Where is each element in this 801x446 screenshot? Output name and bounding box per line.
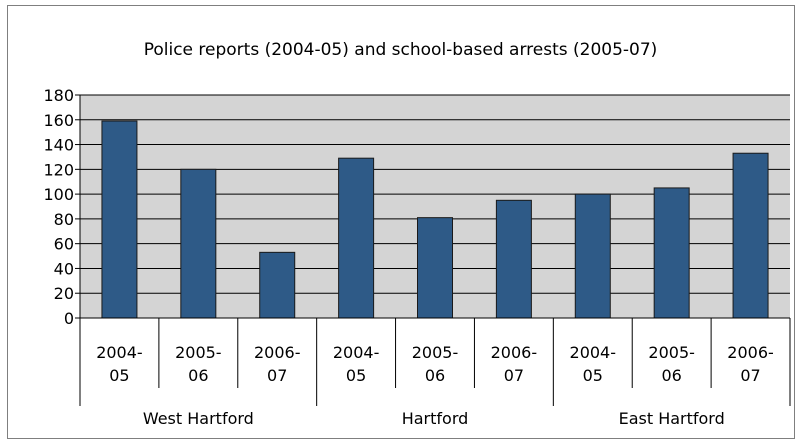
x-group-label: East Hartford — [619, 409, 725, 428]
y-tick-label: 0 — [64, 309, 74, 328]
x-category-label: 2005- — [175, 343, 222, 362]
x-category-label: 07 — [740, 366, 760, 385]
x-category-label: 07 — [504, 366, 524, 385]
x-category-label: 2006- — [491, 343, 538, 362]
x-category-label: 05 — [583, 366, 603, 385]
y-tick-label: 80 — [54, 210, 74, 229]
x-category-label: 05 — [346, 366, 366, 385]
y-tick-label: 140 — [43, 136, 74, 155]
x-group-label: West Hartford — [143, 409, 254, 428]
x-category-label: 2006- — [254, 343, 301, 362]
y-tick-label: 120 — [43, 160, 74, 179]
x-category-label: 2005- — [412, 343, 459, 362]
y-tick-label: 40 — [54, 259, 74, 278]
chart-title: Police reports (2004-05) and school-base… — [143, 40, 658, 60]
y-tick-label: 160 — [43, 111, 74, 130]
bar — [574, 193, 611, 319]
x-category-label: 05 — [109, 366, 129, 385]
x-category-label: 07 — [267, 366, 287, 385]
bar — [259, 251, 296, 319]
y-tick-label: 20 — [54, 284, 74, 303]
y-tick-label: 60 — [54, 235, 74, 254]
x-category-label: 06 — [425, 366, 445, 385]
x-group-label: Hartford — [402, 409, 469, 428]
x-category-label: 2004- — [570, 343, 617, 362]
bar — [653, 187, 690, 319]
bar — [495, 199, 532, 319]
bar — [338, 157, 375, 319]
x-category-label: 06 — [188, 366, 208, 385]
x-category-label: 2006- — [727, 343, 774, 362]
bar — [417, 217, 453, 319]
bar — [180, 168, 217, 319]
x-category-label: 06 — [661, 366, 681, 385]
y-tick-label: 180 — [43, 86, 74, 105]
x-category-label: 2004- — [333, 343, 380, 362]
x-category-label: 2004- — [96, 343, 143, 362]
bar — [101, 120, 138, 319]
x-category-label: 2005- — [648, 343, 695, 362]
bar — [732, 152, 769, 319]
y-tick-label: 100 — [43, 185, 74, 204]
